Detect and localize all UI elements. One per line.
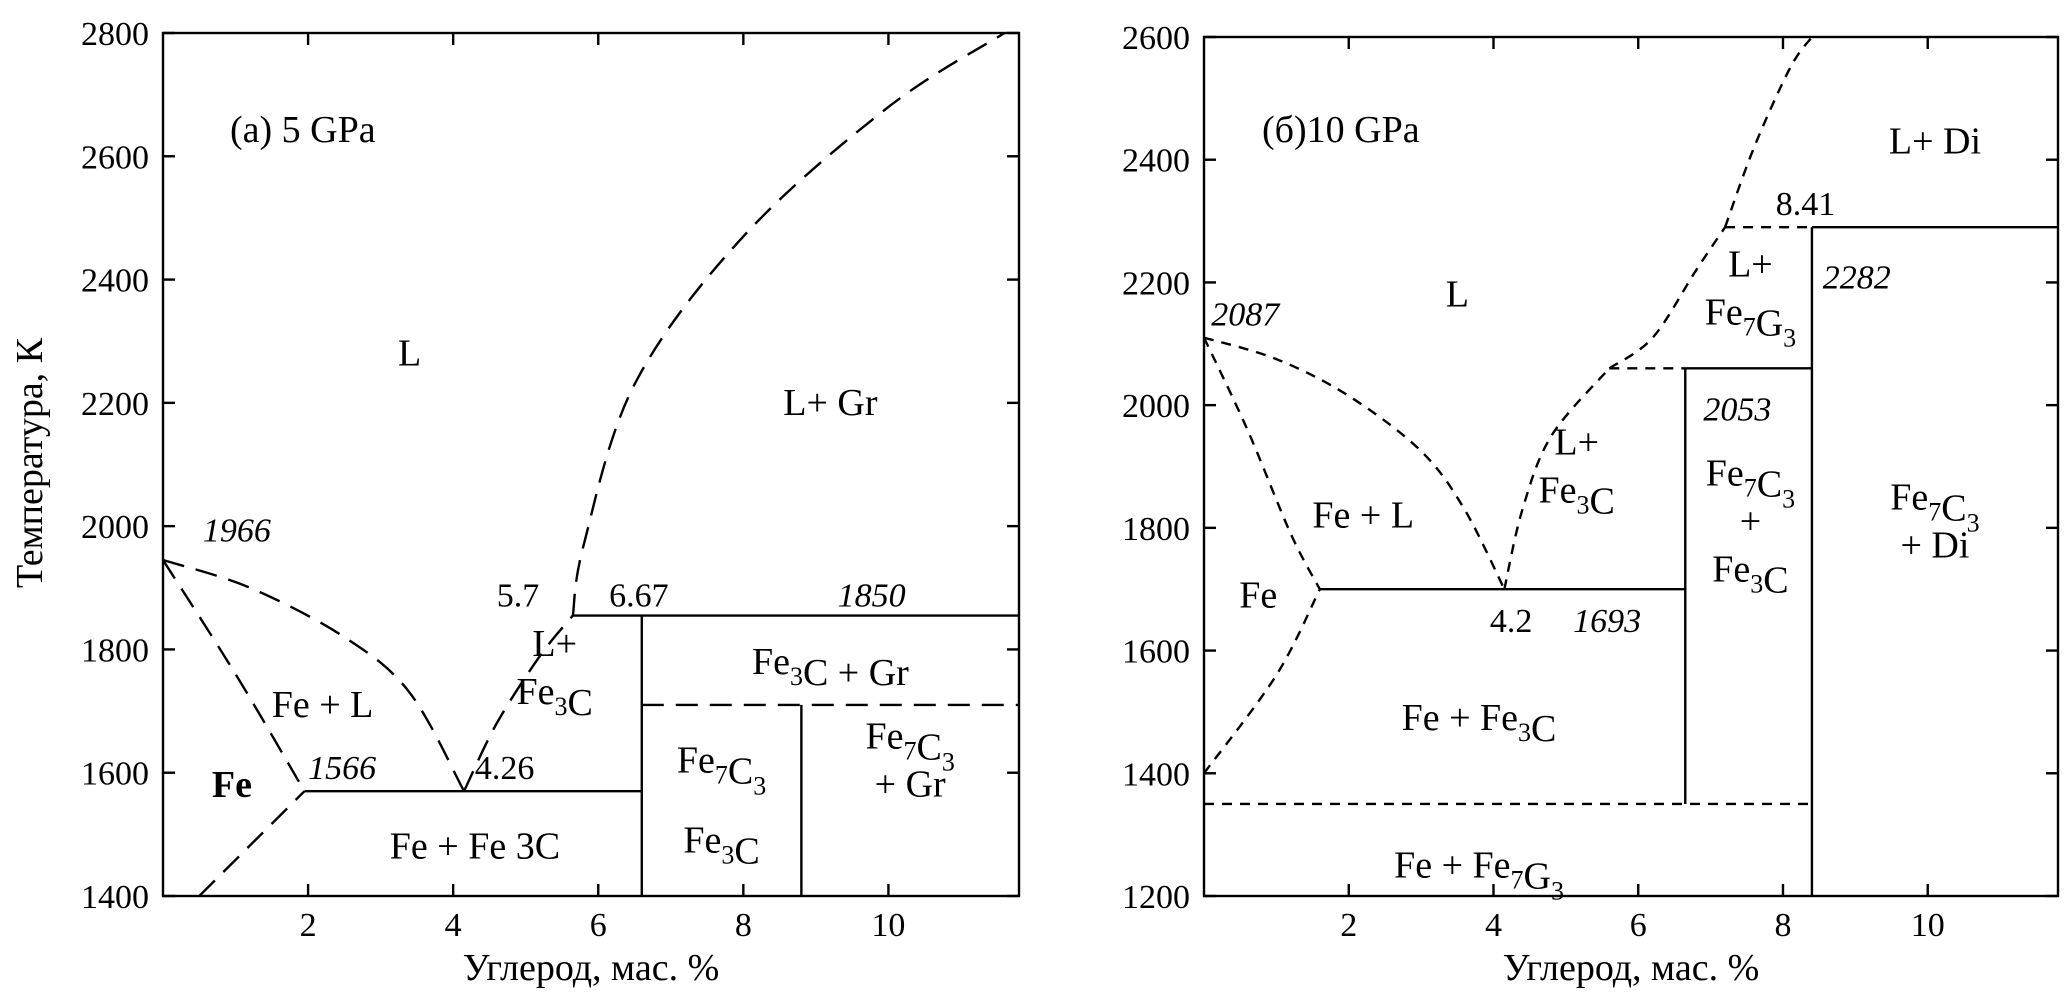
phase-region-label: L+ Gr (783, 382, 878, 424)
plot-frame (161, 31, 1021, 898)
x-tick-label: 8 (735, 907, 752, 944)
y-tick-label: 2400 (1122, 143, 1190, 180)
panel-title: (б)10 GPa (1262, 109, 1420, 151)
phase-region-label: Fe7C3 (677, 739, 766, 800)
y-tick-label: 1400 (81, 879, 149, 916)
phase-region-label: + (1740, 501, 1761, 543)
phase-region-label: + Gr (875, 763, 946, 805)
x-tick-label: 2 (300, 907, 317, 944)
y-tick-label: 1600 (1122, 634, 1190, 671)
temperature-label: 2282 (1823, 260, 1891, 297)
temperature-label: 1693 (1573, 603, 1641, 640)
phase-region-label: Fe (1239, 574, 1277, 616)
phase-boundary-dashed (462, 614, 574, 792)
x-axis-title: Углерод, мас. % (463, 947, 719, 989)
phase-region-label: Fe3C (1712, 549, 1788, 602)
phase-region-label: Fe + L (272, 684, 374, 726)
panel-b-10gpa: 2 4 6 8 10 1200 1400 1600 1800 2000 2200 2400 2600 Уг… (1122, 20, 2060, 989)
phase-region-label: Fe + Fe 3C (390, 826, 560, 868)
phase-boundary-dashed (198, 790, 306, 896)
phase-region-label: Fe3C (683, 820, 759, 873)
phase-region-label: Fe + Fe3C (1402, 697, 1557, 750)
x-tick-label: 6 (590, 907, 607, 944)
phase-region-label: Fe + Fe7G3 (1394, 844, 1564, 905)
composition-label: 4.26 (475, 750, 535, 787)
phase-boundary-dashed (1204, 336, 1506, 590)
y-tick-label: 2200 (1122, 265, 1190, 302)
phase-region-label: Fe7C3 (1890, 477, 1979, 538)
x-tick-label: 4 (1485, 907, 1502, 944)
y-tick-label: 2400 (81, 263, 149, 300)
phase-boundaries (163, 33, 1019, 896)
x-axis-title: Углерод, мас. % (1503, 947, 1759, 989)
x-tick-label: 8 (1774, 907, 1791, 944)
phase-boundary-dashed (1204, 337, 1321, 590)
phase-region-label: L+ (532, 623, 577, 665)
phase-boundary-dashed (163, 558, 466, 792)
temperature-label: 2053 (1703, 391, 1771, 428)
panel-title: (a) 5 GPa (230, 109, 376, 151)
composition-label: 8.41 (1776, 186, 1836, 223)
phase-boundaries (1204, 37, 2058, 896)
phase-boundary-dashed (163, 559, 306, 792)
temperature-label: 1966 (203, 513, 271, 550)
y-tick-label: 1800 (81, 632, 149, 669)
y-tick-label: 2200 (81, 386, 149, 423)
phase-region-label: L+ (1728, 244, 1773, 286)
y-tick-label: 2000 (81, 509, 149, 546)
panel-a-5gpa: 2 4 6 8 10 1400 1600 1800 2000 2200 2400 2600 2800 Уг… (81, 16, 1021, 989)
phase-boundary-dashed (1608, 226, 1727, 370)
x-tick-label: 4 (445, 907, 462, 944)
phase-boundary-dashed (1204, 588, 1321, 774)
composition-label: 6.67 (609, 577, 669, 614)
composition-label: 4.2 (1490, 603, 1533, 640)
x-tick-label: 10 (871, 907, 905, 944)
y-tick-label: 2800 (81, 16, 149, 53)
phase-region-label: L (398, 333, 421, 375)
y-tick-label: 2000 (1122, 388, 1190, 425)
phase-region-label: + Di (1900, 525, 1969, 567)
phase-region-label: Fe3C + Gr (752, 641, 909, 694)
temperature-label: 1566 (308, 750, 376, 787)
y-tick-label: 2600 (81, 139, 149, 176)
phase-region-label: Fe (212, 764, 252, 806)
y-tick-label: 1600 (81, 756, 149, 793)
y-tick-label: 1800 (1122, 511, 1190, 548)
phase-region-label: L+ (1554, 422, 1599, 464)
phase-region-label: Fe3C (517, 671, 593, 724)
phase-region-label: Fe7G3 (1705, 292, 1796, 353)
composition-label: 5.7 (497, 577, 540, 614)
plot-frame (1202, 35, 2060, 898)
temperature-label: 2087 (1211, 296, 1281, 333)
phase-region-label: Fe7C3 (866, 715, 955, 776)
y-tick-label: 2600 (1122, 20, 1190, 57)
phase-region-label: L+ Di (1889, 120, 1981, 162)
phase-region-label: Fe3C (1539, 470, 1615, 523)
phase-region-label: L (1446, 274, 1469, 316)
x-tick-label: 2 (1340, 907, 1357, 944)
x-tick-label: 10 (1911, 907, 1945, 944)
x-tick-label: 6 (1630, 907, 1647, 944)
y-tick-label: 1200 (1122, 879, 1190, 916)
phase-region-label: Fe7C3 (1706, 453, 1795, 514)
y-tick-label: 1400 (1122, 756, 1190, 793)
temperature-label: 1850 (838, 577, 906, 614)
y-axis-title: Температура, К (9, 337, 51, 588)
phase-region-label: Fe + L (1312, 495, 1414, 537)
phase-boundary-dashed (571, 33, 1006, 616)
